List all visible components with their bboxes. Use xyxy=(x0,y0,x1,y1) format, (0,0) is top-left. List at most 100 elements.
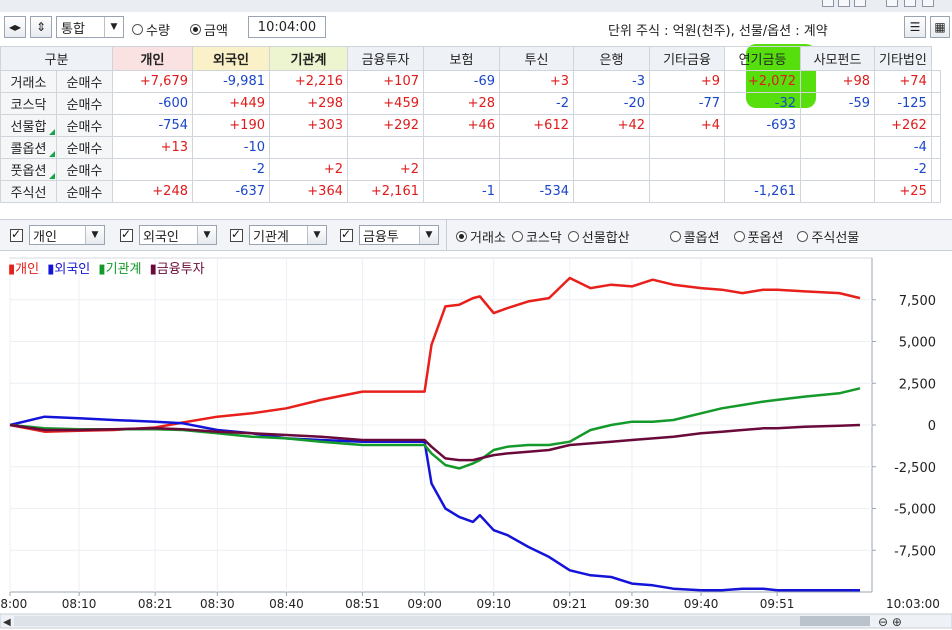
window-tool-icon-2[interactable] xyxy=(838,0,850,7)
row-pad xyxy=(930,158,941,181)
window-tool-icon-1[interactable] xyxy=(822,0,834,7)
checkbox-checked-icon[interactable] xyxy=(230,227,243,242)
chart-view-icon[interactable]: ▦ xyxy=(930,16,950,38)
row-market-label[interactable]: 콜옵션 xyxy=(0,136,57,159)
window-tool-icon-3[interactable] xyxy=(854,0,866,7)
cell-individual: +13 xyxy=(112,136,193,159)
y-axis-panel xyxy=(872,254,952,630)
radio-stockfut[interactable]: 주식선물 xyxy=(797,227,859,246)
radio-quantity-label: 수량 xyxy=(146,24,170,39)
chevron-down-icon[interactable]: ▼ xyxy=(85,226,104,244)
row-market-label[interactable]: 코스닥 xyxy=(0,92,57,115)
checkbox-checked-icon[interactable] xyxy=(340,227,353,242)
radio-call[interactable]: 콜옵션 xyxy=(669,227,720,246)
table-row: 선물합 순매수 -754 +190 +303 +292 +46 +612 +42 +4 -693 +2… xyxy=(0,114,941,137)
time-field[interactable]: 10:04:00 xyxy=(248,16,326,38)
radio-kosdaq[interactable]: 코스닥 xyxy=(511,227,562,246)
cell-institution: +2,216 xyxy=(269,70,348,93)
y-tick-label: 7,500 xyxy=(899,294,936,309)
header-category: 구분 xyxy=(0,46,113,71)
header-bank[interactable]: 은행 xyxy=(573,46,650,71)
zoom-icons: ⊖ ⊕ xyxy=(878,615,902,629)
row-market-label[interactable]: 거래소 xyxy=(0,70,57,93)
radio-circle-icon xyxy=(733,230,745,242)
x-tick-label: 08:21 xyxy=(138,597,173,611)
cell-bank: -20 xyxy=(573,92,650,115)
cell-other-finance xyxy=(649,158,725,181)
prev-next-icon[interactable]: ◂▸ xyxy=(4,16,26,38)
series-line-1 xyxy=(9,276,861,433)
row-type-label: 순매수 xyxy=(56,114,113,137)
row-market-label[interactable]: 선물합 xyxy=(0,114,57,137)
cell-foreign: -10 xyxy=(192,136,270,159)
radio-circle-icon xyxy=(797,230,809,242)
window-tool-icon-5[interactable] xyxy=(904,0,916,7)
row-type-label: 순매수 xyxy=(56,92,113,115)
window-tool-icon-4[interactable] xyxy=(886,0,898,7)
header-finance[interactable]: 금융투자 xyxy=(347,46,424,71)
radio-put[interactable]: 풋옵션 xyxy=(733,227,783,246)
chevron-down-icon[interactable]: ▼ xyxy=(419,226,438,244)
radio-stockfut-label: 주식선물 xyxy=(811,230,860,246)
radio-amount[interactable]: 금액 xyxy=(190,20,228,39)
radio-call-label: 콜옵션 xyxy=(683,230,720,246)
row-pad xyxy=(930,180,941,203)
x-tick-label: 09:30 xyxy=(615,597,650,611)
x-tick-label: 08:51 xyxy=(345,597,380,611)
header-foreign[interactable]: 외국인 xyxy=(192,46,270,71)
time-value: 10:04:00 xyxy=(257,19,317,35)
filter-finance[interactable]: 금융투 ▼ xyxy=(340,225,439,245)
cell-private-fund xyxy=(800,158,875,181)
checkbox-checked-icon[interactable] xyxy=(120,227,133,242)
divider xyxy=(446,220,447,250)
radio-futures[interactable]: 선물합산 xyxy=(567,227,630,246)
cell-private-fund xyxy=(800,136,875,159)
toolbar: ◂▸ ⇕ 통합 ▼ 수량 금액 10:04:00 단위 주식 : 억원(천주),… xyxy=(0,12,952,44)
window-tool-icon-6[interactable] xyxy=(922,0,934,7)
header-trust[interactable]: 투신 xyxy=(499,46,574,71)
chevron-down-icon[interactable]: ▼ xyxy=(197,226,216,244)
cell-pension: -1,261 xyxy=(724,180,801,203)
y-tick-label: 5,000 xyxy=(899,336,936,351)
header-other-corp[interactable]: 기타법인 xyxy=(874,46,932,71)
radio-kosdaq-label: 코스닥 xyxy=(525,230,562,246)
cell-individual: -754 xyxy=(112,114,193,137)
legend-foreign: ▮외국인 xyxy=(47,262,91,277)
cell-bank xyxy=(573,158,650,181)
header-pension[interactable]: 연기금등 xyxy=(724,46,801,71)
cell-insurance: +46 xyxy=(423,114,500,137)
table-row: 풋옵션 순매수 -2 +2 +2 -2 xyxy=(0,158,941,181)
cell-individual: -600 xyxy=(112,92,193,115)
cell-trust xyxy=(499,136,574,159)
row-market-label[interactable]: 주식선 xyxy=(0,180,57,203)
cell-bank: -3 xyxy=(573,70,650,93)
scroll-updown-icon[interactable]: ⇕ xyxy=(30,16,52,38)
row-pad xyxy=(930,70,941,93)
chevron-down-icon[interactable]: ▼ xyxy=(307,226,326,244)
header-other-finance[interactable]: 기타금융 xyxy=(649,46,725,71)
filter-individual[interactable]: 개인 ▼ xyxy=(10,225,105,245)
filter-foreign[interactable]: 외국인 ▼ xyxy=(120,225,217,245)
y-tick-label: -5,000 xyxy=(894,503,936,518)
radio-checked-icon xyxy=(456,230,467,242)
header-institution[interactable]: 기관계 xyxy=(269,46,348,71)
cell-trust: +3 xyxy=(499,70,574,93)
chevron-down-icon[interactable]: ▼ xyxy=(104,17,123,37)
row-pad xyxy=(930,136,941,159)
row-type-label: 순매수 xyxy=(56,180,113,203)
legend-individual: ▮개인 xyxy=(8,262,40,277)
radio-quantity[interactable]: 수량 xyxy=(132,20,170,39)
cell-foreign: +190 xyxy=(192,114,270,137)
header-private-fund[interactable]: 사모펀드 xyxy=(800,46,875,71)
row-type-label: 순매수 xyxy=(56,136,113,159)
header-insurance[interactable]: 보험 xyxy=(423,46,500,71)
filter-institution[interactable]: 기관계 ▼ xyxy=(230,225,327,245)
market-select[interactable]: 통합 ▼ xyxy=(56,16,124,38)
cell-trust: +612 xyxy=(499,114,574,137)
cell-individual: +248 xyxy=(112,180,193,203)
row-market-label[interactable]: 풋옵션 xyxy=(0,158,57,181)
header-individual[interactable]: 개인 xyxy=(112,46,193,71)
checkbox-checked-icon[interactable] xyxy=(10,227,23,242)
table-view-icon[interactable]: ☰ xyxy=(904,16,926,38)
radio-kospi[interactable]: 거래소 xyxy=(456,227,506,246)
